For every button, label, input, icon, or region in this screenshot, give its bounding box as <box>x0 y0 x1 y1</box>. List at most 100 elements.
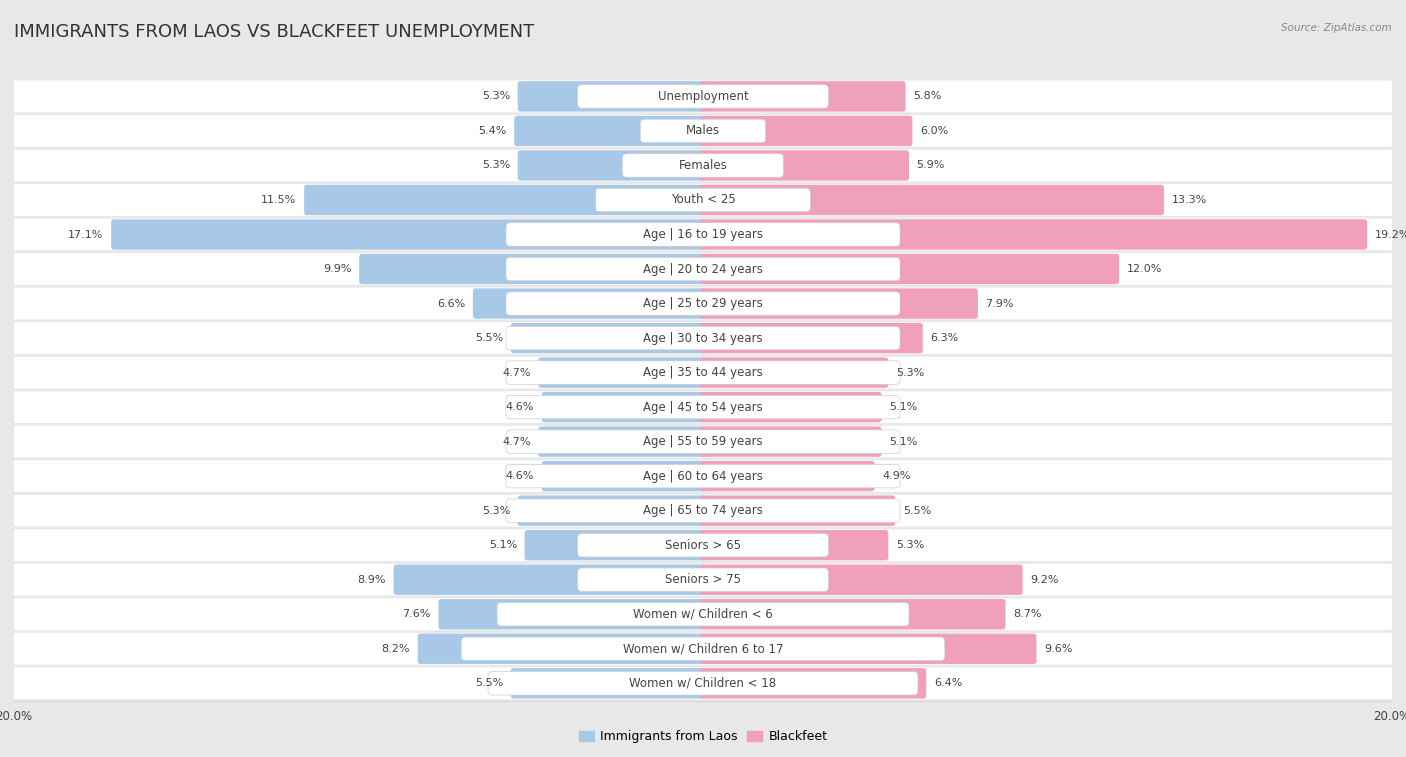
FancyBboxPatch shape <box>14 322 1392 354</box>
Text: Age | 25 to 29 years: Age | 25 to 29 years <box>643 297 763 310</box>
Text: 5.1%: 5.1% <box>889 402 917 412</box>
FancyBboxPatch shape <box>578 534 828 557</box>
Text: 7.6%: 7.6% <box>402 609 430 619</box>
FancyBboxPatch shape <box>700 116 912 146</box>
FancyBboxPatch shape <box>517 151 706 181</box>
Text: 5.5%: 5.5% <box>475 333 503 343</box>
FancyBboxPatch shape <box>14 219 1392 251</box>
FancyBboxPatch shape <box>359 254 706 284</box>
Text: 13.3%: 13.3% <box>1171 195 1206 205</box>
Text: Age | 16 to 19 years: Age | 16 to 19 years <box>643 228 763 241</box>
Text: 6.4%: 6.4% <box>934 678 962 688</box>
FancyBboxPatch shape <box>14 460 1392 492</box>
Text: Males: Males <box>686 124 720 138</box>
FancyBboxPatch shape <box>517 81 706 111</box>
Text: Seniors > 65: Seniors > 65 <box>665 539 741 552</box>
FancyBboxPatch shape <box>14 80 1392 112</box>
Text: 11.5%: 11.5% <box>262 195 297 205</box>
FancyBboxPatch shape <box>538 357 706 388</box>
Text: Age | 65 to 74 years: Age | 65 to 74 years <box>643 504 763 517</box>
Text: 4.6%: 4.6% <box>506 402 534 412</box>
FancyBboxPatch shape <box>111 220 706 250</box>
FancyBboxPatch shape <box>506 326 900 350</box>
FancyBboxPatch shape <box>461 637 945 661</box>
FancyBboxPatch shape <box>14 150 1392 182</box>
FancyBboxPatch shape <box>506 291 900 315</box>
Text: 6.3%: 6.3% <box>931 333 959 343</box>
Text: Women w/ Children 6 to 17: Women w/ Children 6 to 17 <box>623 642 783 656</box>
FancyBboxPatch shape <box>578 85 828 108</box>
Text: 19.2%: 19.2% <box>1375 229 1406 239</box>
FancyBboxPatch shape <box>510 323 706 354</box>
FancyBboxPatch shape <box>496 603 910 626</box>
FancyBboxPatch shape <box>304 185 706 215</box>
FancyBboxPatch shape <box>623 154 783 177</box>
FancyBboxPatch shape <box>394 565 706 595</box>
Text: 9.2%: 9.2% <box>1031 575 1059 584</box>
Text: Age | 45 to 54 years: Age | 45 to 54 years <box>643 400 763 413</box>
Text: 17.1%: 17.1% <box>69 229 104 239</box>
Text: Unemployment: Unemployment <box>658 90 748 103</box>
FancyBboxPatch shape <box>14 598 1392 630</box>
Text: 5.3%: 5.3% <box>482 92 510 101</box>
Text: 5.3%: 5.3% <box>482 160 510 170</box>
FancyBboxPatch shape <box>538 426 706 456</box>
Text: 4.7%: 4.7% <box>502 437 531 447</box>
Legend: Immigrants from Laos, Blackfeet: Immigrants from Laos, Blackfeet <box>574 725 832 748</box>
Text: 5.9%: 5.9% <box>917 160 945 170</box>
FancyBboxPatch shape <box>14 633 1392 665</box>
FancyBboxPatch shape <box>506 430 900 453</box>
Text: 5.1%: 5.1% <box>489 540 517 550</box>
Text: 5.3%: 5.3% <box>896 368 924 378</box>
Text: 5.4%: 5.4% <box>478 126 506 136</box>
Text: 5.3%: 5.3% <box>896 540 924 550</box>
Text: Age | 20 to 24 years: Age | 20 to 24 years <box>643 263 763 276</box>
Text: 5.5%: 5.5% <box>475 678 503 688</box>
FancyBboxPatch shape <box>700 530 889 560</box>
FancyBboxPatch shape <box>14 495 1392 527</box>
FancyBboxPatch shape <box>596 188 810 212</box>
FancyBboxPatch shape <box>14 357 1392 388</box>
FancyBboxPatch shape <box>14 253 1392 285</box>
FancyBboxPatch shape <box>515 116 706 146</box>
FancyBboxPatch shape <box>439 599 706 629</box>
FancyBboxPatch shape <box>14 288 1392 319</box>
Text: Age | 55 to 59 years: Age | 55 to 59 years <box>643 435 763 448</box>
Text: Age | 35 to 44 years: Age | 35 to 44 years <box>643 366 763 379</box>
FancyBboxPatch shape <box>700 254 1119 284</box>
FancyBboxPatch shape <box>14 184 1392 216</box>
FancyBboxPatch shape <box>541 392 706 422</box>
Text: Age | 60 to 64 years: Age | 60 to 64 years <box>643 469 763 483</box>
Text: Source: ZipAtlas.com: Source: ZipAtlas.com <box>1281 23 1392 33</box>
FancyBboxPatch shape <box>488 671 918 695</box>
FancyBboxPatch shape <box>700 185 1164 215</box>
FancyBboxPatch shape <box>14 391 1392 423</box>
FancyBboxPatch shape <box>700 392 882 422</box>
FancyBboxPatch shape <box>506 257 900 281</box>
FancyBboxPatch shape <box>506 465 900 488</box>
FancyBboxPatch shape <box>700 288 979 319</box>
FancyBboxPatch shape <box>14 564 1392 596</box>
Text: 9.6%: 9.6% <box>1045 643 1073 654</box>
Text: 4.7%: 4.7% <box>502 368 531 378</box>
Text: 8.9%: 8.9% <box>357 575 387 584</box>
Text: 5.3%: 5.3% <box>482 506 510 516</box>
FancyBboxPatch shape <box>700 357 889 388</box>
FancyBboxPatch shape <box>700 461 875 491</box>
FancyBboxPatch shape <box>700 565 1022 595</box>
Text: Seniors > 75: Seniors > 75 <box>665 573 741 586</box>
FancyBboxPatch shape <box>541 461 706 491</box>
FancyBboxPatch shape <box>506 499 900 522</box>
Text: 7.9%: 7.9% <box>986 298 1014 309</box>
FancyBboxPatch shape <box>700 323 922 354</box>
Text: 4.6%: 4.6% <box>506 471 534 481</box>
FancyBboxPatch shape <box>578 568 828 591</box>
Text: 8.7%: 8.7% <box>1012 609 1042 619</box>
FancyBboxPatch shape <box>640 119 766 142</box>
Text: Women w/ Children < 6: Women w/ Children < 6 <box>633 608 773 621</box>
FancyBboxPatch shape <box>506 223 900 246</box>
FancyBboxPatch shape <box>506 395 900 419</box>
FancyBboxPatch shape <box>506 361 900 385</box>
Text: 4.9%: 4.9% <box>882 471 911 481</box>
FancyBboxPatch shape <box>524 530 706 560</box>
